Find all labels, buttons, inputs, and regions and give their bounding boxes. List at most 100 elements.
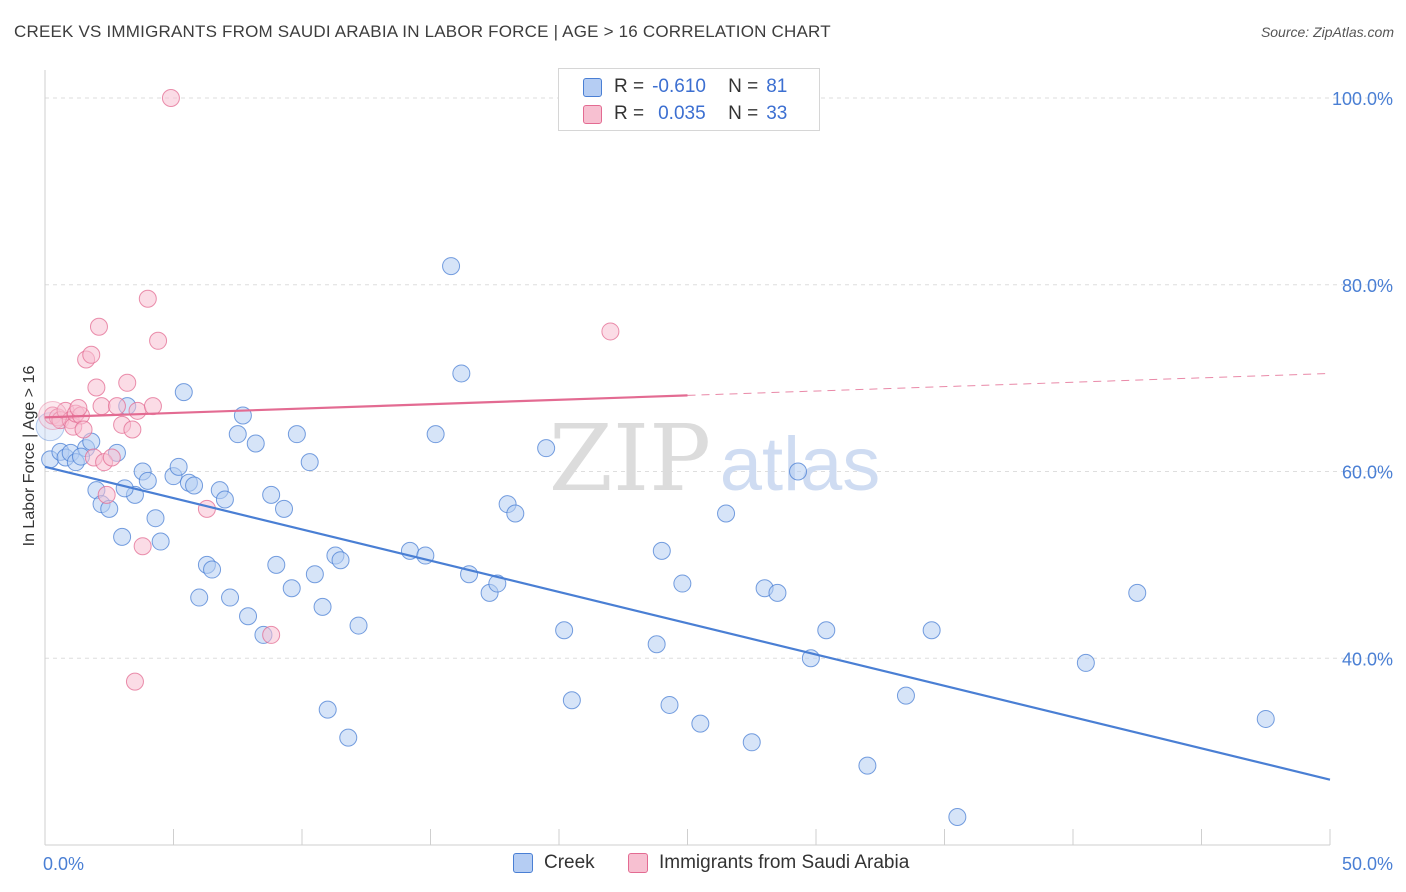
saudi-point bbox=[102, 448, 121, 467]
creek-point bbox=[660, 695, 679, 714]
scatter-points bbox=[35, 89, 1275, 826]
chart-title: CREEK VS IMMIGRANTS FROM SAUDI ARABIA IN… bbox=[14, 22, 831, 41]
creek-swatch bbox=[513, 853, 533, 873]
gridlines bbox=[45, 97, 1392, 659]
saudi-point bbox=[107, 397, 126, 416]
y-tick-label: 80.0% bbox=[1342, 276, 1393, 296]
creek-point bbox=[318, 700, 337, 719]
series-legend: Creek Immigrants from Saudi Arabia bbox=[0, 852, 1406, 878]
saudi-point bbox=[69, 399, 88, 418]
legend-item-saudi: Immigrants from Saudi Arabia bbox=[628, 852, 909, 874]
source-label: Source: ZipAtlas.com bbox=[1260, 24, 1394, 40]
x-tick-label-min: 0.0% bbox=[43, 854, 84, 874]
y-axis-label: In Labor Force | Age > 16 bbox=[21, 366, 38, 547]
saudi-point bbox=[262, 625, 281, 644]
legend-row-creek: R = -0.610 N = 81 bbox=[583, 75, 787, 99]
saudi-trend-line-extension bbox=[687, 372, 1331, 396]
saudi-point bbox=[123, 420, 142, 439]
creek-trend-line bbox=[44, 465, 1331, 781]
saudi-point bbox=[197, 499, 216, 518]
legend-n-label: N = bbox=[728, 103, 759, 124]
creek-point bbox=[717, 504, 736, 523]
saudi-point bbox=[143, 397, 162, 416]
saudi-point bbox=[82, 345, 101, 364]
creek-point bbox=[1076, 653, 1095, 672]
creek-swatch bbox=[583, 77, 602, 97]
creek-point bbox=[647, 635, 666, 654]
creek-point bbox=[488, 574, 507, 593]
creek-point bbox=[267, 555, 286, 574]
y-tick-label: 40.0% bbox=[1342, 649, 1393, 669]
legend-n-label: N = bbox=[728, 76, 759, 97]
correlation-legend: R = -0.610 N = 81 R = 0.035 N = 33 bbox=[558, 68, 820, 131]
saudi-swatch bbox=[583, 104, 602, 124]
creek-point bbox=[287, 425, 306, 444]
x-tick-label-max: 50.0% bbox=[1342, 854, 1393, 874]
creek-point bbox=[313, 597, 332, 616]
saudi-point bbox=[87, 378, 106, 397]
creek-point bbox=[922, 621, 941, 640]
legend-r-label: R = bbox=[614, 103, 645, 124]
creek-point bbox=[239, 607, 258, 626]
legend-item-label: Creek bbox=[544, 852, 595, 873]
saudi-point bbox=[149, 331, 168, 350]
creek-point bbox=[768, 583, 787, 602]
saudi-point bbox=[74, 420, 93, 439]
watermark: ZIP atlas bbox=[549, 405, 880, 512]
creek-point bbox=[452, 364, 471, 383]
trend-lines bbox=[44, 372, 1331, 781]
creek-point bbox=[203, 560, 222, 579]
y-tick-label: 60.0% bbox=[1342, 463, 1393, 483]
legend-item-creek: Creek bbox=[513, 852, 595, 874]
creek-point bbox=[246, 434, 265, 453]
saudi-point bbox=[601, 322, 620, 341]
creek-point bbox=[349, 616, 368, 635]
creek-point bbox=[789, 462, 808, 481]
saudi-point bbox=[128, 401, 147, 420]
creek-point bbox=[138, 471, 157, 490]
legend-item-label: Immigrants from Saudi Arabia bbox=[659, 852, 910, 873]
y-tick-label: 100.0% bbox=[1332, 89, 1393, 109]
creek-point bbox=[652, 541, 671, 560]
saudi-point bbox=[125, 672, 144, 691]
creek-point bbox=[190, 588, 209, 607]
creek-point bbox=[426, 425, 445, 444]
creek-point bbox=[221, 588, 240, 607]
saudi-swatch bbox=[628, 853, 648, 873]
creek-point bbox=[506, 504, 525, 523]
saudi-point bbox=[92, 397, 111, 416]
tick-labels: 100.0% 80.0% 60.0% 40.0% 0.0% 50.0% bbox=[43, 89, 1393, 874]
creek-point bbox=[305, 565, 324, 584]
legend-n-value: 81 bbox=[766, 76, 788, 97]
legend-row-saudi: R = 0.035 N = 33 bbox=[583, 102, 787, 126]
creek-point bbox=[228, 425, 247, 444]
saudi-cluster-point bbox=[38, 400, 68, 430]
legend-r-value: 0.035 bbox=[658, 103, 706, 124]
creek-point bbox=[174, 383, 193, 402]
creek-point bbox=[537, 439, 556, 458]
legend-r-value: -0.610 bbox=[652, 76, 706, 97]
creek-point bbox=[282, 579, 301, 598]
creek-point bbox=[691, 714, 710, 733]
creek-point bbox=[817, 621, 836, 640]
saudi-point bbox=[133, 537, 152, 556]
watermark-zip: ZIP bbox=[549, 405, 711, 512]
creek-point bbox=[151, 532, 170, 551]
creek-point bbox=[555, 621, 574, 640]
creek-point bbox=[948, 807, 967, 826]
creek-point bbox=[262, 485, 281, 504]
creek-point bbox=[113, 527, 132, 546]
creek-point bbox=[562, 691, 581, 710]
saudi-point bbox=[138, 289, 157, 308]
saudi-point bbox=[89, 317, 108, 336]
creek-point bbox=[1256, 709, 1275, 728]
saudi-point bbox=[97, 485, 116, 504]
creek-point bbox=[275, 499, 294, 518]
creek-point bbox=[442, 257, 461, 276]
creek-point bbox=[146, 509, 165, 528]
creek-point bbox=[673, 574, 692, 593]
creek-point bbox=[331, 551, 350, 570]
saudi-trend-line bbox=[44, 394, 688, 419]
creek-point bbox=[300, 453, 319, 472]
